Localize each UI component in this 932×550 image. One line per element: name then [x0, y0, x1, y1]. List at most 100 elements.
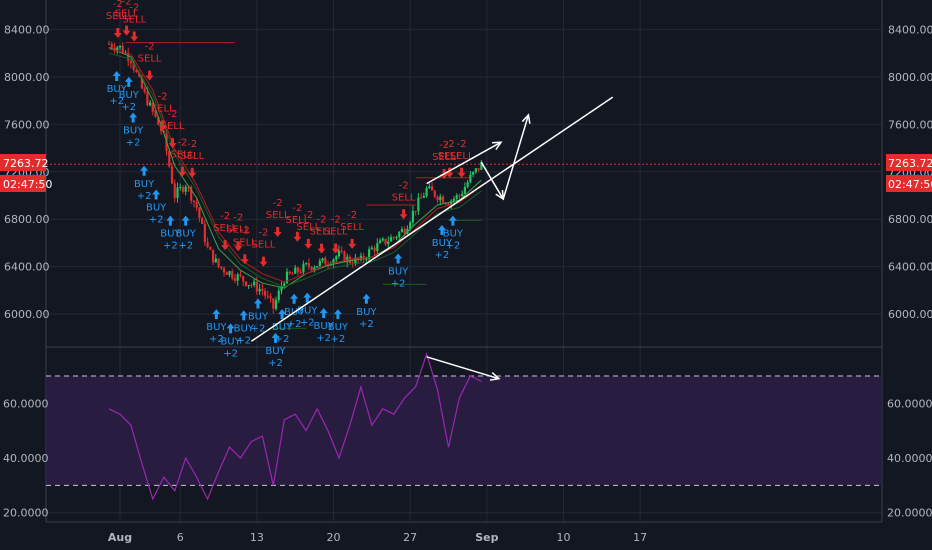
candle — [373, 245, 376, 257]
candle — [179, 183, 182, 191]
buy-count: +2 — [331, 334, 346, 345]
candle-body — [400, 229, 404, 233]
candle-body — [368, 249, 371, 259]
candle-body — [302, 263, 305, 273]
sell-arrow-icon — [259, 256, 268, 267]
buy-signal: BUY+2 — [265, 332, 287, 369]
candle-body — [250, 284, 253, 286]
candle — [203, 220, 206, 246]
buy-signal: BUY+2 — [220, 323, 242, 359]
candle — [129, 58, 133, 69]
candle-body — [195, 202, 198, 208]
buy-count: +2 — [163, 241, 178, 252]
buy-label: BUY — [432, 238, 453, 249]
countdown-badge-right-bg — [886, 175, 932, 192]
candle — [192, 200, 196, 208]
candle-body — [430, 186, 434, 191]
sell-arrow-icon — [168, 138, 177, 149]
candle — [458, 193, 461, 201]
candle-body — [321, 258, 324, 261]
projection-arrow[interactable] — [502, 114, 530, 200]
sell-label: SELL — [450, 151, 474, 162]
sell-label: SELL — [310, 227, 334, 238]
candle — [381, 236, 384, 242]
sell-label: SELL — [252, 240, 276, 251]
sell-count: -2 — [145, 42, 155, 53]
candle-body — [285, 271, 289, 284]
signal-markers: BUY+2BUY+2BUY+2BUY+2BUY+2BUY+2BUY+2BUY+2… — [106, 0, 474, 369]
candle-body — [463, 187, 467, 194]
buy-count: +2 — [300, 318, 315, 329]
candle-body — [214, 258, 217, 263]
trendline[interactable] — [426, 141, 502, 185]
candle — [168, 148, 171, 168]
candle-body — [211, 249, 215, 263]
trendline[interactable] — [250, 96, 614, 342]
sell-count: -2 — [303, 210, 313, 221]
candle-body — [129, 61, 133, 64]
candle — [305, 262, 308, 266]
buy-arrow-icon — [448, 215, 457, 226]
candle-body — [274, 300, 278, 309]
candle-body — [135, 69, 138, 73]
buy-arrow-icon — [303, 292, 312, 303]
candle-body — [340, 250, 343, 252]
candle — [368, 246, 371, 262]
candle-body — [170, 166, 174, 184]
candle-body — [354, 257, 357, 265]
candle-body — [376, 243, 379, 252]
buy-label: BUY — [176, 229, 197, 240]
candle-body — [452, 198, 456, 201]
candle — [469, 171, 472, 184]
candle-body — [222, 268, 226, 273]
buy-label: BUY — [297, 306, 318, 317]
candle — [242, 275, 245, 287]
buy-arrow-icon — [362, 293, 371, 304]
candle — [439, 193, 442, 206]
sell-label: SELL — [438, 151, 462, 162]
candle-body — [307, 263, 310, 267]
candle — [225, 271, 228, 275]
candle-body — [422, 196, 425, 198]
candle — [266, 290, 269, 300]
candle — [107, 40, 111, 45]
candle-body — [384, 238, 387, 245]
candle-body — [220, 266, 223, 269]
candle — [294, 264, 297, 274]
countdown-right: 02:47:50 — [888, 178, 932, 191]
candle-body — [203, 223, 206, 243]
candle-body — [143, 88, 146, 92]
candle-body — [263, 290, 267, 296]
candle — [389, 234, 393, 242]
candle — [220, 266, 223, 271]
candle-body — [269, 296, 272, 299]
candle — [335, 255, 338, 263]
rsi-trendline[interactable] — [426, 356, 500, 380]
sell-arrow-icon — [293, 231, 302, 242]
candle — [433, 189, 436, 199]
candle — [184, 184, 187, 196]
candle-body — [154, 111, 157, 117]
candle — [154, 110, 157, 119]
candle — [302, 260, 305, 275]
buy-arrow-icon — [437, 225, 446, 236]
candle-body — [316, 266, 319, 268]
candle — [398, 230, 401, 241]
candle — [420, 192, 423, 199]
trendlines[interactable] — [250, 96, 614, 342]
candle-body — [378, 240, 382, 244]
projection-arrow[interactable] — [480, 161, 504, 200]
sell-label: SELL — [106, 11, 130, 22]
price-tick-left: 8400.00 — [4, 24, 50, 37]
candle-body — [455, 195, 458, 199]
